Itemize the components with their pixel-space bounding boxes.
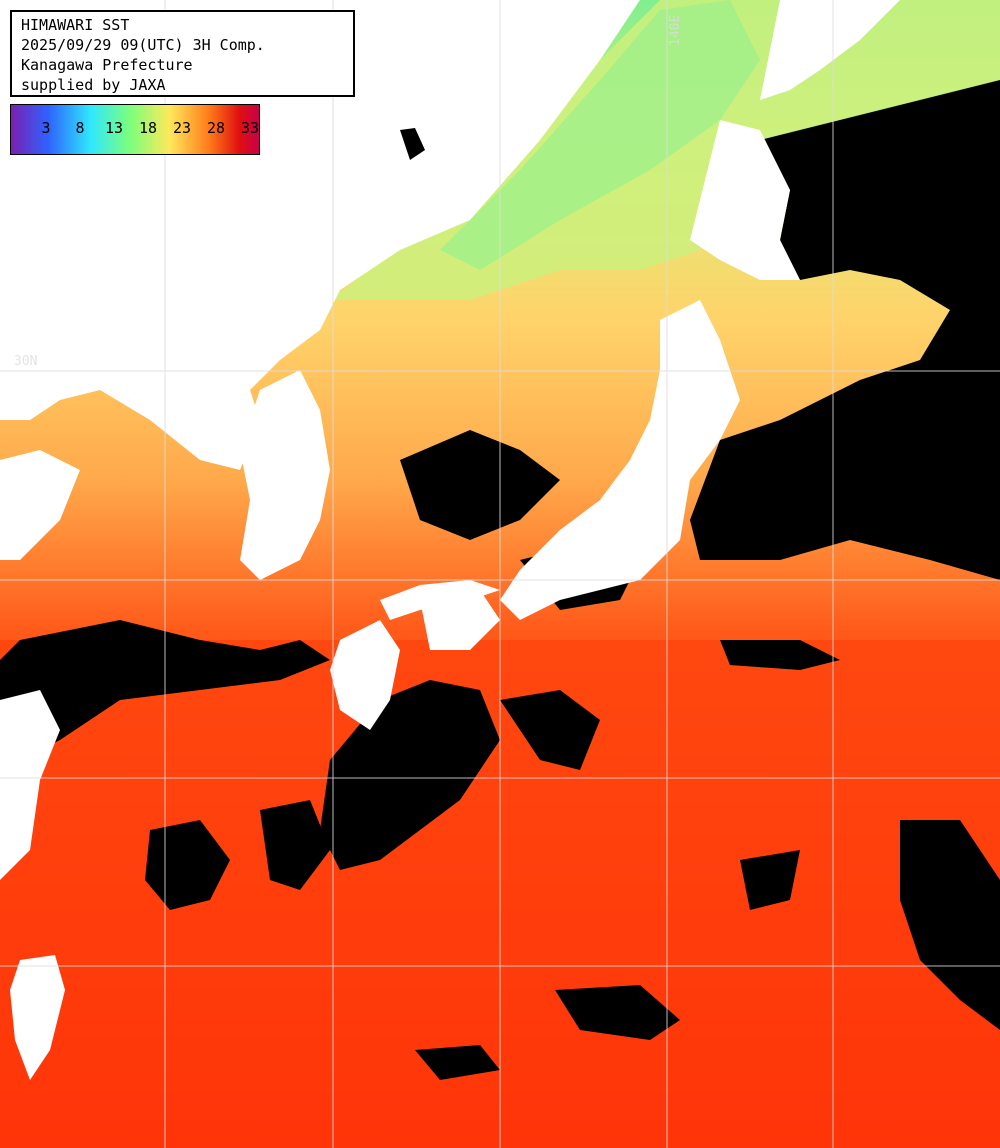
colorbar-tick-13: 13 [104,119,124,137]
land-taiwan [10,955,65,1080]
colorbar-tick-3: 3 [41,119,51,137]
cloud-patch-8 [500,690,600,770]
land-sakhalin [760,0,900,100]
cloud-patch-2 [260,800,330,890]
cold-water-north [440,0,760,270]
timestamp-line: 2025/09/29 09(UTC) 3H Comp. [21,36,265,54]
land-small-island [400,128,425,160]
cloud-east-china-sea [0,620,330,780]
land-western-honshu [380,580,500,620]
land-korean-peninsula [240,370,330,580]
lat-label: 30N [14,354,38,369]
colorbar-tick-8: 8 [75,119,85,137]
info-box: HIMAWARI SST 2025/09/29 09(UTC) 3H Comp.… [10,10,355,97]
lon-label: 140E [668,14,683,46]
land-shandong [0,450,80,560]
cloud-pacific-northeast [690,80,1000,580]
colorbar-ticks: 3 8 13 18 23 28 33 [11,119,259,141]
title-line: HIMAWARI SST [21,16,130,34]
colorbar-tick-33: 33 [240,119,260,137]
colorbar: 3 8 13 18 23 28 33 [10,104,260,155]
colorbar-tick-23: 23 [172,119,192,137]
colorbar-tick-18: 18 [138,119,158,137]
cloud-patch-4 [900,820,1000,1030]
cloud-sea-of-japan-south [400,430,560,540]
land-china-coast [0,690,60,880]
cloud-patch-5 [555,985,680,1040]
cloud-patch-1 [145,820,230,910]
cloud-patch-3 [740,850,800,910]
cloud-patch-7 [720,640,840,670]
cloud-patch-6 [415,1045,500,1080]
land-kyushu [330,620,400,730]
cloud-south-kyushu [320,680,500,870]
colorbar-tick-28: 28 [206,119,226,137]
land-honshu [500,300,740,620]
prefecture-line: Kanagawa Prefecture [21,56,193,74]
colorbar-gradient [11,105,259,154]
supplier-line: supplied by JAXA [21,76,166,94]
land-hokkaido [690,120,800,280]
